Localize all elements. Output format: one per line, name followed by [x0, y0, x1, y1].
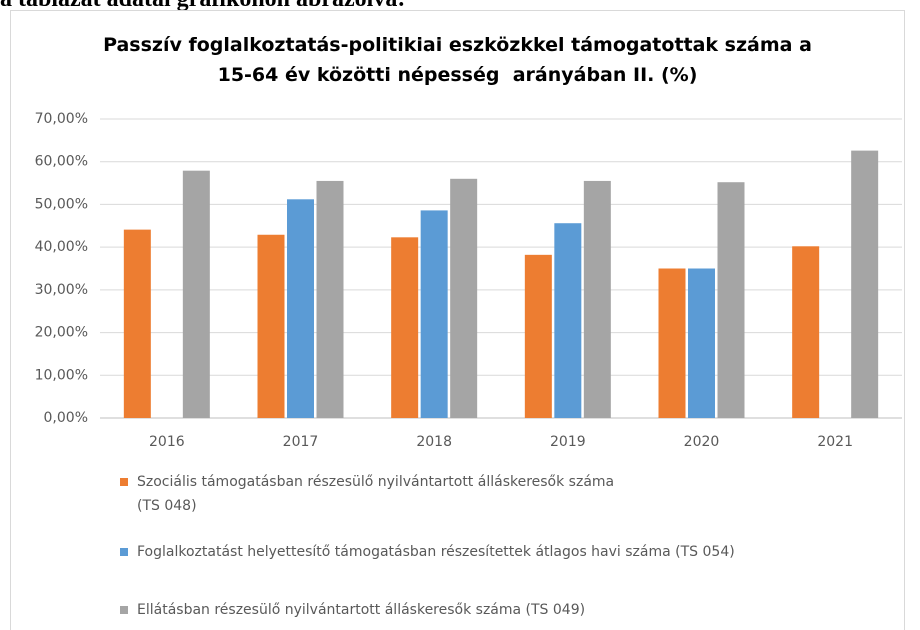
bar — [123, 229, 151, 418]
y-tick-label: 50,00% — [35, 196, 88, 212]
bar — [792, 246, 820, 418]
bar — [688, 268, 715, 418]
chart-title: Passzív foglalkoztatás-politikiai eszköz… — [103, 34, 812, 86]
bar — [658, 268, 686, 418]
legend-item: Ellátásban részesülő nyilvántartott állá… — [120, 598, 880, 622]
y-tick-label: 60,00% — [35, 154, 88, 170]
x-tick-label: 2019 — [550, 434, 586, 450]
bar — [257, 234, 285, 418]
y-tick-label: 20,00% — [35, 325, 88, 341]
bar — [391, 237, 419, 418]
bar — [450, 178, 478, 418]
bar — [524, 254, 552, 418]
x-tick-label: 2020 — [684, 434, 720, 450]
chart-border — [10, 10, 905, 630]
x-tick-label: 2016 — [149, 434, 185, 450]
legend-swatch — [120, 478, 128, 486]
bar — [420, 210, 448, 418]
legend-item: Foglalkoztatást helyettesítő támogatásba… — [120, 540, 880, 564]
caption: a táblázat adatai grafikonon ábrázolva: — [0, 0, 405, 13]
bar — [182, 170, 210, 418]
bar — [717, 182, 745, 418]
bar — [316, 180, 344, 418]
x-tick-label: 2017 — [283, 434, 319, 450]
legend-label: Szociális támogatásban részesülő nyilván… — [137, 474, 615, 514]
bar — [583, 180, 611, 418]
legend-label: Foglalkoztatást helyettesítő támogatásba… — [137, 544, 735, 560]
y-tick-label: 40,00% — [35, 239, 88, 255]
y-tick-label: 0,00% — [44, 410, 88, 426]
x-tick-label: 2018 — [416, 434, 452, 450]
bar — [851, 150, 879, 418]
legend-item: Szociális támogatásban részesülő nyilván… — [120, 470, 880, 518]
bar — [554, 223, 582, 418]
legend-label: Ellátásban részesülő nyilvántartott állá… — [137, 602, 586, 618]
y-tick-label: 10,00% — [35, 367, 88, 383]
y-tick-label: 70,00% — [35, 111, 88, 127]
legend-swatch — [120, 548, 128, 556]
x-tick-label: 2021 — [817, 434, 853, 450]
legend-swatch — [120, 606, 128, 614]
bar — [287, 199, 314, 418]
y-tick-label: 30,00% — [35, 282, 88, 298]
